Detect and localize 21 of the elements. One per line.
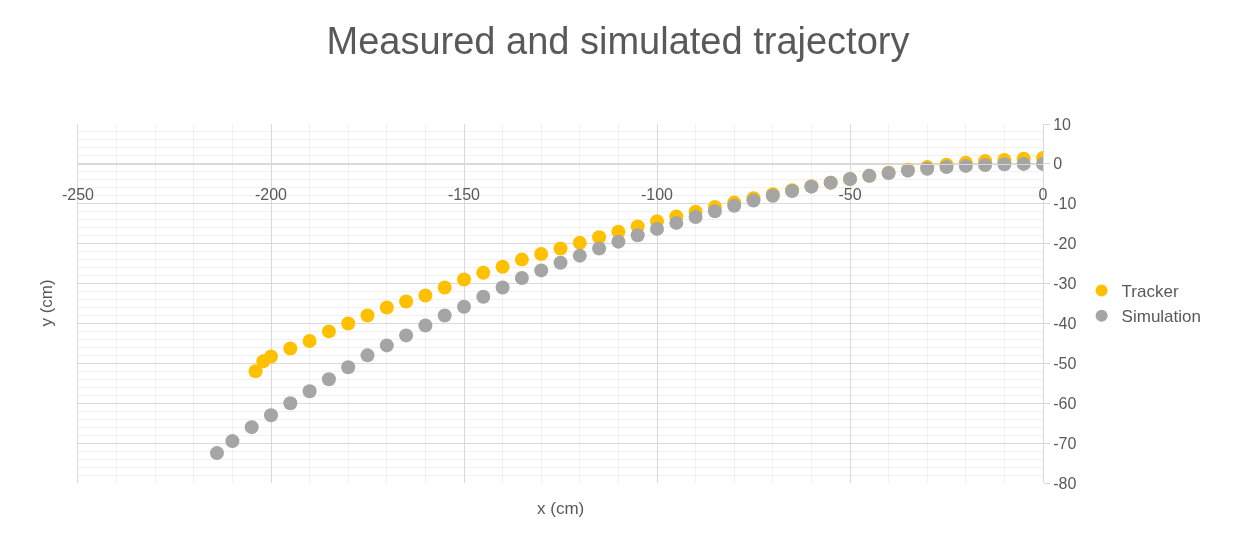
y-tick-label: -10 bbox=[1053, 195, 1077, 213]
x-axis-title: x (cm) bbox=[537, 499, 585, 518]
y-tick-label: -20 bbox=[1053, 235, 1077, 253]
y-axis-title: y (cm) bbox=[36, 279, 56, 327]
x-tick-label: -100 bbox=[640, 186, 674, 204]
legend-label: Simulation bbox=[1121, 307, 1201, 327]
y-tick-label: -40 bbox=[1053, 315, 1077, 333]
y-tick-label: 10 bbox=[1053, 115, 1072, 133]
y-tick-label: -60 bbox=[1053, 394, 1077, 412]
chart-title: Measured and simulated trajectory bbox=[326, 19, 910, 62]
x-tick-label: -150 bbox=[447, 186, 481, 204]
y-tick-label: -80 bbox=[1053, 474, 1077, 492]
x-tick-label: -250 bbox=[61, 186, 95, 204]
x-tick-label: -200 bbox=[254, 186, 288, 204]
x-tick-label: -50 bbox=[838, 186, 862, 204]
y-tick-label: -70 bbox=[1053, 434, 1077, 452]
y-tick-label: -30 bbox=[1053, 275, 1077, 293]
legend-label: Tracker bbox=[1121, 282, 1179, 302]
y-tick-label: 0 bbox=[1053, 155, 1063, 173]
y-tick-label: -50 bbox=[1053, 354, 1077, 372]
x-tick-label: 0 bbox=[1038, 186, 1048, 204]
